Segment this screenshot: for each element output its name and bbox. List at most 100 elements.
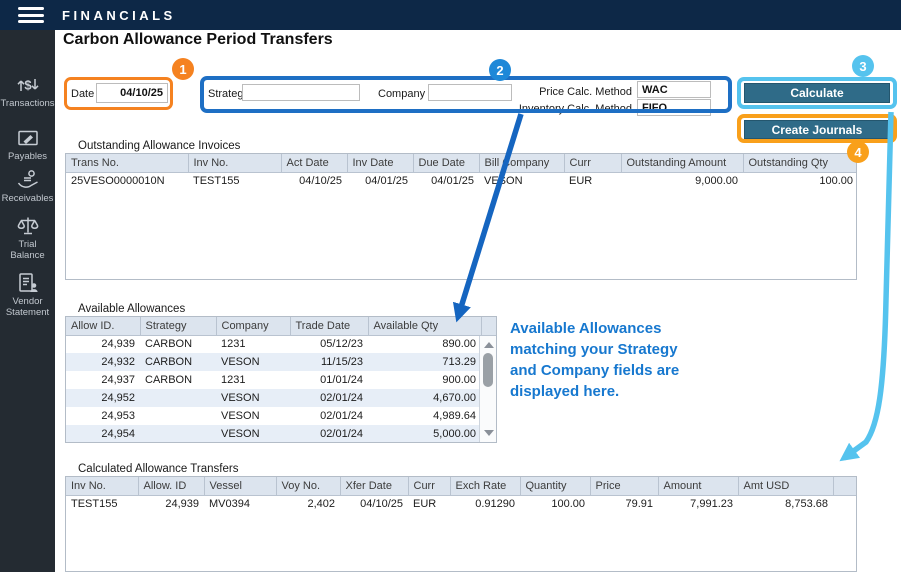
date-label: Date xyxy=(71,88,95,100)
table-row[interactable]: 24,939 CARBON 1231 05/12/23 890.00 xyxy=(66,335,496,353)
table-cell: 1231 xyxy=(221,338,246,351)
table-cell: 05/12/23 xyxy=(320,338,363,351)
column-header[interactable]: Trans No. xyxy=(66,154,189,173)
column-header[interactable]: Quantity xyxy=(520,477,591,496)
column-header[interactable]: Amount xyxy=(658,477,739,496)
sidebar-item-trial-balance[interactable]: Trial Balance xyxy=(0,213,55,261)
table-cell: 04/01/25 xyxy=(365,175,408,188)
table-cell: CARBON xyxy=(145,374,193,386)
calculated-transfers-title: Calculated Allowance Transfers xyxy=(78,463,239,475)
sidebar-item-label: Trial Balance xyxy=(10,239,45,261)
sidebar-item-vendor-statement[interactable]: Vendor Statement xyxy=(0,270,55,318)
trial-balance-icon xyxy=(16,217,39,235)
price-calc-method-label: Price Calc. Method xyxy=(539,86,632,98)
inventory-calc-method-value[interactable]: FIFO xyxy=(637,99,711,116)
table-row[interactable]: 25VESO0000010N TEST155 04/10/25 04/01/25 04/… xyxy=(66,172,856,190)
table-cell: 4,670.00 xyxy=(368,389,481,407)
column-header[interactable]: Inv No. xyxy=(188,154,282,173)
table-row[interactable]: 24,954 VESON 02/01/24 5,000.00 xyxy=(66,425,496,442)
sidebar-item-receivables[interactable]: Receivables xyxy=(0,167,55,205)
table-cell: 25VESO0000010N xyxy=(71,175,165,188)
table-cell: 100.00 xyxy=(819,175,853,188)
calculated-transfers-table: Inv No. Allow. ID Vessel Voy No. Xfer Date Cu… xyxy=(65,476,857,572)
table-cell: 900.00 xyxy=(442,374,476,386)
outstanding-invoices-table: Trans No. Inv No. Act Date Inv Date Due Date… xyxy=(65,153,857,280)
table-cell: VESON xyxy=(484,175,523,188)
column-header[interactable]: Curr xyxy=(408,477,451,496)
table-cell: 890.00 xyxy=(442,338,476,351)
sidebar-item-label: Vendor Statement xyxy=(5,296,50,318)
column-header[interactable]: Act Date xyxy=(281,154,348,173)
table-cell: EUR xyxy=(569,175,593,188)
date-input[interactable] xyxy=(96,83,168,103)
column-header[interactable]: Amt USD xyxy=(738,477,834,496)
table-cell: 02/01/24 xyxy=(320,410,363,422)
column-header[interactable]: Company xyxy=(216,317,291,336)
table-row[interactable]: 24,952 VESON 02/01/24 4,670.00 xyxy=(66,389,496,407)
sidebar-item-label: Payables xyxy=(7,151,48,162)
scroll-up-icon[interactable] xyxy=(484,342,494,348)
svg-text:$: $ xyxy=(24,78,32,93)
table-cell: VESON xyxy=(216,389,290,407)
table-cell: CARBON xyxy=(140,353,216,371)
price-calc-method-value[interactable]: WAC xyxy=(637,81,711,98)
step-badge-4: 4 xyxy=(847,141,869,163)
sidebar: $ Transactions Payables Receivables Tria… xyxy=(0,30,55,572)
sidebar-item-transactions[interactable]: $ Transactions xyxy=(0,72,55,110)
table-cell: 100.00 xyxy=(551,498,585,511)
create-journals-button[interactable]: Create Journals xyxy=(744,120,890,139)
table-row[interactable]: 24,932 CARBON VESON 11/15/23 713.29 xyxy=(66,353,496,371)
table-cell: EUR xyxy=(413,498,437,511)
column-header[interactable]: Outstanding Amount xyxy=(621,154,744,173)
table-cell xyxy=(140,407,216,425)
column-header[interactable]: Xfer Date xyxy=(340,477,409,496)
table-cell: 24,953 xyxy=(101,410,135,422)
table-cell: 24,937 xyxy=(101,374,135,386)
column-header-filler xyxy=(833,477,856,496)
column-header[interactable]: Outstanding Qty xyxy=(743,154,856,173)
column-header[interactable]: Voy No. xyxy=(276,477,341,496)
company-input[interactable] xyxy=(428,84,512,101)
calculate-button[interactable]: Calculate xyxy=(744,83,890,103)
table-cell: 7,991.23 xyxy=(690,498,733,511)
available-allowances-table: Allow ID. Strategy Company Trade Date Availa… xyxy=(65,316,497,443)
table-cell: 24,932 xyxy=(66,353,140,371)
column-header[interactable]: Allow. ID xyxy=(138,477,205,496)
strategy-input[interactable] xyxy=(242,84,360,101)
table-cell: 24,939 xyxy=(101,338,135,351)
table-cell xyxy=(140,389,216,407)
table-cell: 713.29 xyxy=(368,353,481,371)
column-header[interactable]: Vessel xyxy=(204,477,277,496)
available-allowances-title: Available Allowances xyxy=(78,303,186,315)
hamburger-menu-icon[interactable] xyxy=(18,7,44,23)
scrollbar-thumb[interactable] xyxy=(483,353,493,387)
column-header[interactable]: Available Qty xyxy=(368,317,482,336)
column-header[interactable]: Price xyxy=(590,477,659,496)
sidebar-item-payables[interactable]: Payables xyxy=(0,125,55,163)
column-header[interactable]: Trade Date xyxy=(290,317,369,336)
column-header[interactable]: Allow ID. xyxy=(66,317,141,336)
table-cell: 04/10/25 xyxy=(299,175,342,188)
table-cell: 04/10/25 xyxy=(360,498,403,511)
column-header[interactable]: Bill Company xyxy=(479,154,565,173)
table-row[interactable]: 24,937 CARBON 1231 01/01/24 900.00 xyxy=(66,371,496,389)
table-cell: CARBON xyxy=(145,338,193,351)
table-cell: 04/01/25 xyxy=(431,175,474,188)
column-header[interactable]: Strategy xyxy=(140,317,217,336)
sidebar-item-label: Transactions xyxy=(0,98,55,109)
transactions-icon: $ xyxy=(16,78,39,93)
column-header[interactable]: Inv Date xyxy=(347,154,414,173)
table-cell: 1231 xyxy=(221,374,246,386)
vertical-scrollbar[interactable] xyxy=(479,336,496,442)
scroll-down-icon[interactable] xyxy=(484,430,494,436)
column-header[interactable]: Due Date xyxy=(413,154,480,173)
annotation-text: Available Allowances matching your Strat… xyxy=(510,320,680,400)
table-cell: VESON xyxy=(216,353,290,371)
table-row[interactable]: TEST155 24,939 MV0394 2,402 04/10/25 EUR 0.912… xyxy=(66,495,856,513)
table-cell: 0.91290 xyxy=(475,498,515,511)
column-header[interactable]: Exch Rate xyxy=(450,477,521,496)
column-header[interactable]: Inv No. xyxy=(66,477,139,496)
column-header[interactable]: Curr xyxy=(564,154,622,173)
table-row[interactable]: 24,953 VESON 02/01/24 4,989.64 xyxy=(66,407,496,425)
table-cell: 24,952 xyxy=(66,389,140,407)
